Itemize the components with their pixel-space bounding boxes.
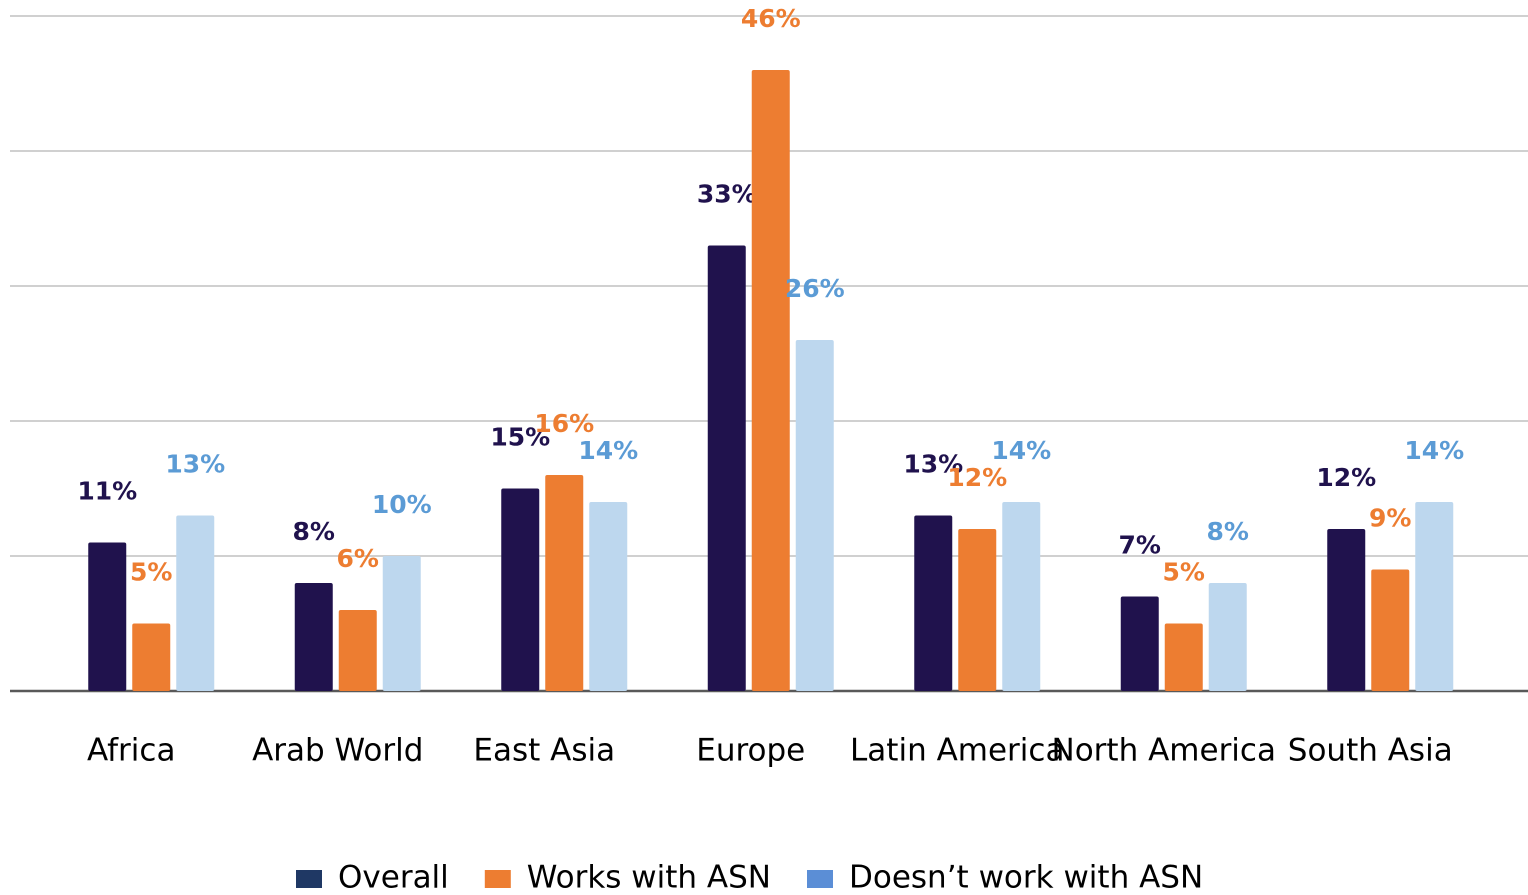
bar xyxy=(589,502,628,691)
data-label: 6% xyxy=(337,544,379,573)
bar xyxy=(176,515,215,691)
legend-swatch xyxy=(296,870,322,888)
bar xyxy=(501,488,540,691)
data-label: 14% xyxy=(578,436,638,465)
data-label: 15% xyxy=(490,423,550,452)
bar xyxy=(1208,583,1247,691)
data-label: 8% xyxy=(1207,517,1249,546)
bar xyxy=(1120,596,1159,691)
x-tick-label: Africa xyxy=(87,733,175,769)
data-label: 9% xyxy=(1369,504,1411,533)
x-tick-label: South Asia xyxy=(1288,733,1453,769)
data-label: 8% xyxy=(293,517,335,546)
x-tick-label: Latin America xyxy=(850,733,1064,769)
bar xyxy=(958,529,997,691)
data-label: 12% xyxy=(947,463,1007,492)
data-label: 7% xyxy=(1119,531,1161,560)
bar xyxy=(751,70,790,691)
legend-swatch xyxy=(807,870,833,888)
legend-swatch xyxy=(484,870,511,888)
bar xyxy=(1164,623,1203,691)
data-label: 14% xyxy=(1404,436,1464,465)
data-label: 11% xyxy=(77,477,137,506)
data-label: 13% xyxy=(165,450,225,479)
bar xyxy=(1002,502,1041,691)
data-label: 46% xyxy=(741,4,801,33)
data-label: 5% xyxy=(130,558,172,587)
bar xyxy=(382,556,421,691)
bar xyxy=(1371,569,1410,691)
legend-label: Overall xyxy=(338,860,449,895)
legend-label: Doesn’t work with ASN xyxy=(849,860,1203,895)
x-tick-label: Europe xyxy=(696,733,805,769)
bar xyxy=(294,583,333,691)
bar xyxy=(1415,502,1454,691)
data-label: 14% xyxy=(991,436,1051,465)
bar xyxy=(132,623,171,691)
data-label: 12% xyxy=(1316,463,1376,492)
data-label: 13% xyxy=(903,450,963,479)
bar xyxy=(338,610,377,691)
data-label: 5% xyxy=(1163,558,1205,587)
data-label: 16% xyxy=(534,409,594,438)
legend-label: Works with ASN xyxy=(527,860,771,895)
bar xyxy=(795,340,834,691)
x-tick-label: Arab World xyxy=(252,733,423,769)
bar xyxy=(707,245,746,691)
bar xyxy=(914,515,953,691)
bar xyxy=(545,475,584,691)
data-label: 10% xyxy=(372,490,432,519)
x-tick-label: North America xyxy=(1052,733,1276,769)
bar xyxy=(1327,529,1366,691)
x-tick-label: East Asia xyxy=(473,733,615,769)
bar xyxy=(88,542,127,691)
data-label: 33% xyxy=(697,180,757,209)
data-label: 26% xyxy=(785,274,845,303)
